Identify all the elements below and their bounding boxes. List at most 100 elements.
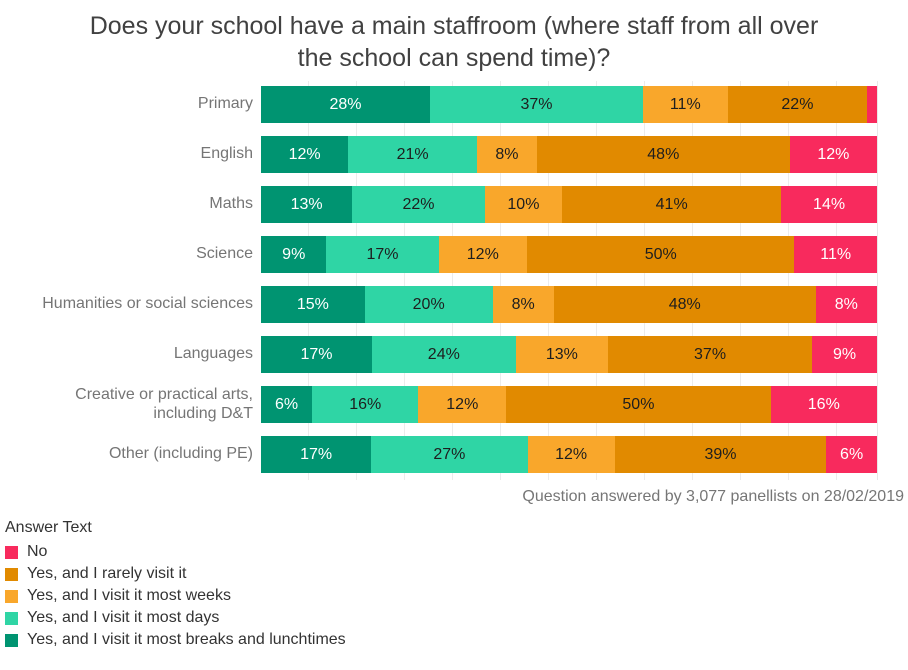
legend: Answer Text No Yes, and I rarely visit it… [5, 519, 908, 651]
legend-swatch [5, 567, 18, 581]
bar-segment: 11% [642, 86, 728, 123]
segment-value-label: 8% [511, 295, 535, 313]
segment-value-label: 9% [832, 345, 857, 363]
legend-swatch [5, 633, 18, 647]
segment-value-label: 9% [282, 245, 306, 263]
bar-segment: 28% [261, 86, 430, 123]
segment-value-label: 21% [396, 145, 429, 163]
segment-value-label: 10% [507, 195, 540, 213]
bar-segment: 22% [727, 86, 868, 123]
legend-item: Yes, and I visit it most days [5, 607, 908, 629]
category-label: Creative or practical arts, including D&… [75, 385, 253, 422]
bar-segment: 17% [326, 236, 439, 273]
bar-segment: 50% [506, 386, 771, 423]
bar-segment: 12% [789, 136, 877, 173]
bar-segment [867, 86, 877, 123]
bar-row: Maths 13% 22% 10% 41% 14% [0, 186, 908, 223]
stacked-bar: 9% 17% 12% 50% 11% [261, 236, 878, 273]
stacked-bar: 15% 20% 8% 48% 8% [261, 286, 878, 323]
bar-segment: 17% [261, 336, 373, 373]
segment-value-label: 12% [446, 395, 479, 413]
segment-value-label: 8% [834, 295, 858, 313]
legend-item: No [5, 541, 908, 563]
segment-value-label: 11% [820, 245, 852, 263]
stacked-bar: 17% 27% 12% 39% 6% [261, 436, 877, 473]
bar-segment: 48% [536, 136, 790, 173]
segment-value-label: 12% [555, 445, 588, 463]
segment-value-label: 28% [329, 95, 362, 113]
bar-segment: 9% [812, 336, 877, 373]
category-label: English [200, 145, 253, 163]
legend-item: Yes, and I visit it most breaks and lunc… [5, 629, 908, 651]
segment-value-label: 13% [545, 345, 578, 363]
bar-segment: 37% [608, 336, 813, 373]
legend-label: Yes, and I visit it most days [27, 609, 220, 626]
bar-segment: 22% [352, 186, 485, 223]
segment-value-label: 37% [694, 345, 727, 363]
bar-segment: 8% [815, 286, 878, 323]
bar-segment: 12% [438, 236, 528, 273]
segment-value-label: 24% [427, 345, 460, 363]
bar-segment: 50% [527, 236, 795, 273]
segment-value-label: 48% [647, 145, 680, 163]
bar-segment: 8% [476, 136, 537, 173]
segment-value-label: 39% [704, 445, 737, 463]
segment-value-label: 37% [520, 95, 553, 113]
bar-segment: 12% [418, 386, 507, 423]
legend-swatch [5, 545, 18, 559]
category-label: Primary [197, 95, 253, 113]
segment-value-label: 15% [296, 295, 329, 313]
legend-item: Yes, and I rarely visit it [5, 563, 908, 585]
segment-value-label: 17% [300, 345, 333, 363]
bar-segment: 17% [261, 436, 372, 473]
bar-row: Primary 28% 37% 11% 22% [0, 86, 908, 123]
legend-title: Answer Text [5, 519, 92, 536]
segment-value-label: 48% [668, 295, 701, 313]
segment-value-label: 22% [781, 95, 814, 113]
bar-row: Humanities or social sciences 15% 20% 8% 48%… [0, 286, 908, 323]
bar-segment: 6% [261, 386, 313, 423]
bar-segment: 12% [527, 436, 615, 473]
legend-label: Yes, and I visit it most weeks [27, 587, 231, 604]
bar-segment: 21% [348, 136, 477, 173]
category-label: Languages [173, 345, 253, 363]
segment-value-label: 11% [669, 95, 701, 113]
bar-row: Languages 17% 24% 13% 37% 9% [0, 336, 908, 373]
category-label: Maths [209, 195, 253, 213]
bar-segment: 8% [492, 286, 554, 323]
segment-value-label: 41% [655, 195, 688, 213]
bar-row: Creative or practical arts, including D&… [0, 386, 908, 423]
bar-segment: 9% [261, 236, 327, 273]
bar-segment: 13% [515, 336, 609, 373]
chart-page: Does your school have a main staffroom (… [0, 10, 908, 651]
category-label: Other (including PE) [108, 445, 253, 463]
bar-segment: 37% [429, 86, 643, 123]
legend-label: Yes, and I visit it most breaks and lunc… [27, 631, 346, 648]
segment-value-label: 50% [622, 395, 655, 413]
bar-segment: 16% [770, 386, 877, 423]
bar-row: Science 9% 17% 12% 50% 11% [0, 236, 908, 273]
legend-items: No Yes, and I rarely visit it Yes, and I v… [5, 541, 908, 651]
bar-row: Other (including PE) 17% 27% 12% 39% 6% [0, 436, 908, 473]
bar-segment: 48% [553, 286, 816, 323]
legend-swatch [5, 611, 18, 625]
segment-value-label: 12% [288, 145, 321, 163]
bar-segment: 14% [781, 186, 877, 223]
stacked-bar: 6% 16% 12% 50% 16% [261, 386, 877, 423]
segment-value-label: 6% [840, 445, 864, 463]
bar-row: English 12% 21% 8% 48% 12% [0, 136, 908, 173]
segment-value-label: 17% [366, 245, 399, 263]
legend-item: Yes, and I visit it most weeks [5, 585, 908, 607]
segment-value-label: 27% [433, 445, 466, 463]
segment-value-label: 17% [300, 445, 333, 463]
bar-segment: 15% [261, 286, 365, 323]
legend-label: Yes, and I rarely visit it [27, 565, 187, 582]
bar-segment: 11% [794, 236, 878, 273]
bar-segment: 10% [484, 186, 563, 223]
segment-value-label: 6% [274, 395, 299, 413]
category-label: Science [196, 245, 253, 263]
segment-value-label: 20% [412, 295, 445, 313]
segment-value-label: 22% [402, 195, 435, 213]
stacked-bar: 13% 22% 10% 41% 14% [261, 186, 877, 223]
stacked-bar: 17% 24% 13% 37% 9% [261, 336, 877, 373]
